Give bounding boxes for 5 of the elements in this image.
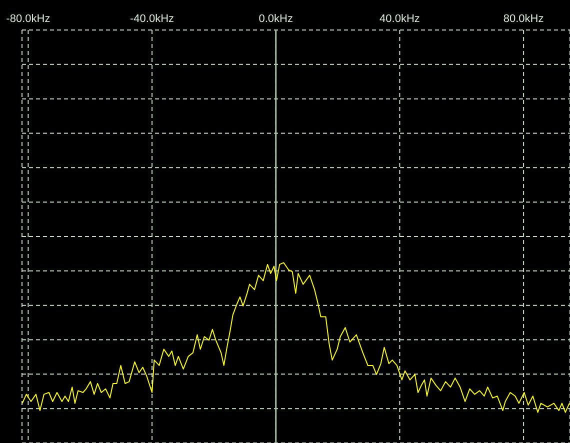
x-tick-label: 80.0kHz bbox=[503, 13, 544, 25]
x-tick-label: 0.0kHz bbox=[258, 13, 293, 25]
x-tick-label: -40.0kHz bbox=[130, 13, 174, 25]
x-tick-label: -80.0kHz bbox=[6, 13, 50, 25]
x-tick-label: 40.0kHz bbox=[380, 13, 420, 25]
